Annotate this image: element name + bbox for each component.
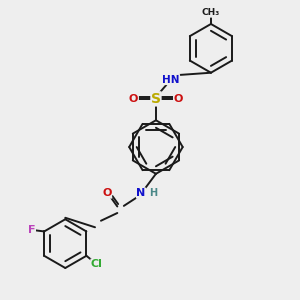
Text: O: O <box>129 94 138 104</box>
Text: F: F <box>28 225 35 235</box>
Text: Cl: Cl <box>91 259 103 269</box>
Text: CH₃: CH₃ <box>202 8 220 17</box>
Text: O: O <box>173 94 183 104</box>
Text: H: H <box>149 188 158 198</box>
Text: O: O <box>102 188 112 198</box>
Text: S: S <box>151 92 161 106</box>
Text: HN: HN <box>162 75 180 85</box>
Text: N: N <box>136 188 146 198</box>
